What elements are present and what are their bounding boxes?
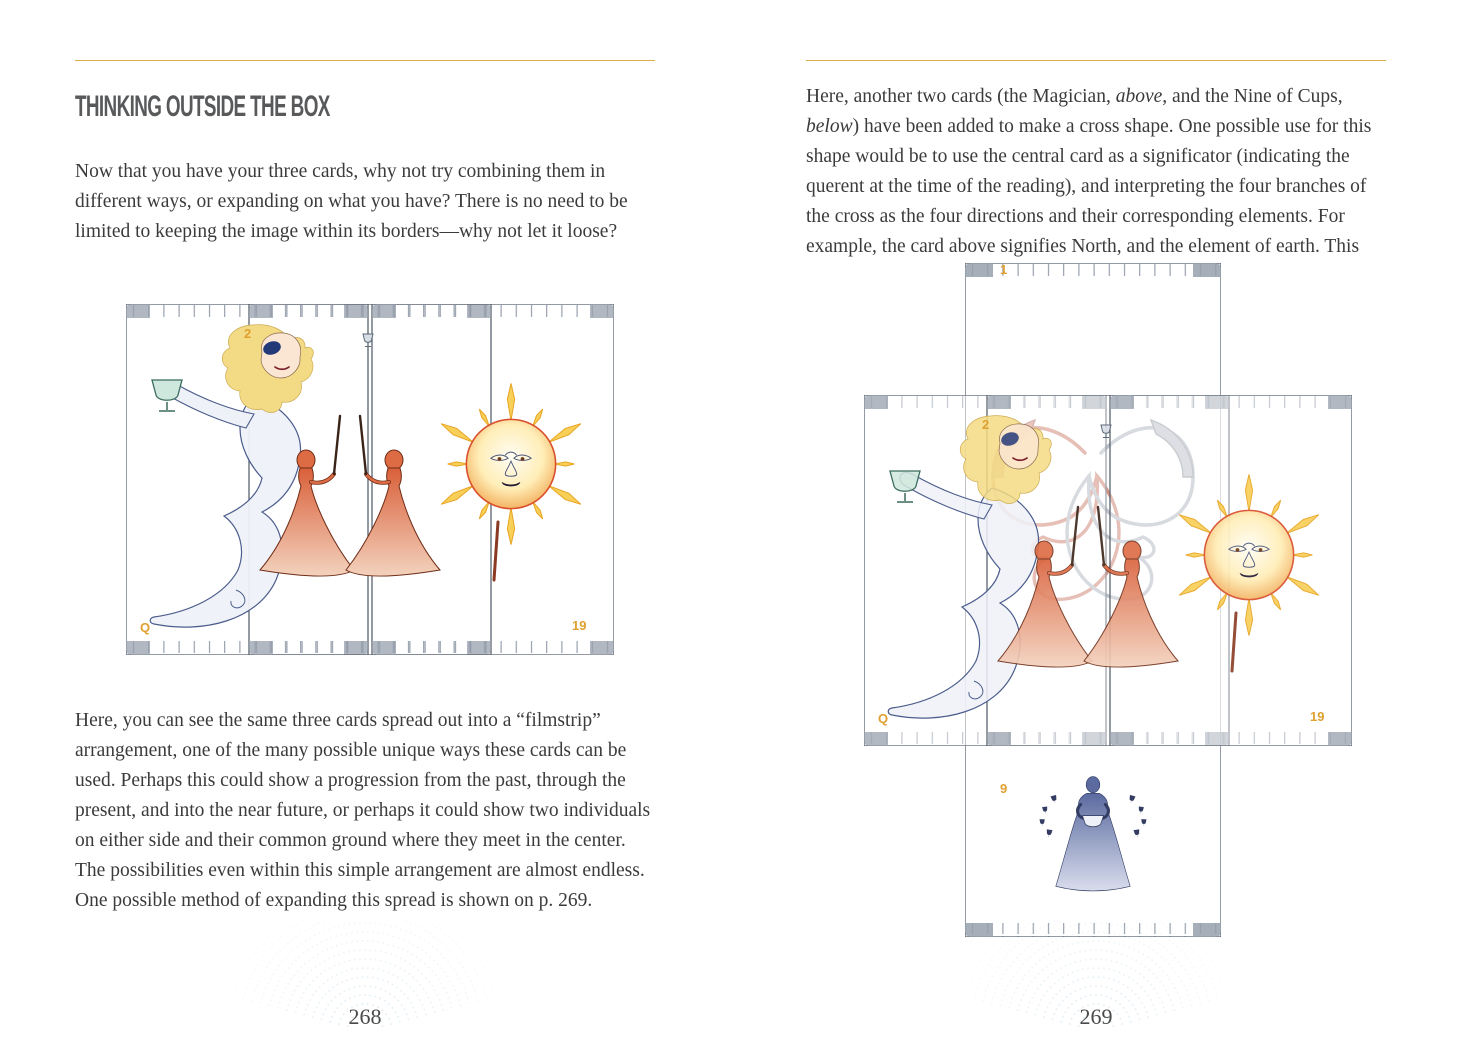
svg-text:Q: Q (878, 711, 888, 726)
svg-text:1: 1 (1000, 263, 1007, 277)
svg-text:Q: Q (140, 620, 150, 635)
svg-text:2: 2 (244, 326, 251, 341)
svg-text:2: 2 (982, 417, 989, 432)
svg-text:19: 19 (1310, 709, 1324, 724)
svg-text:9: 9 (1000, 781, 1007, 796)
svg-text:269: 269 (1080, 1004, 1113, 1029)
svg-text:268: 268 (349, 1004, 382, 1029)
svg-text:19: 19 (572, 618, 586, 633)
